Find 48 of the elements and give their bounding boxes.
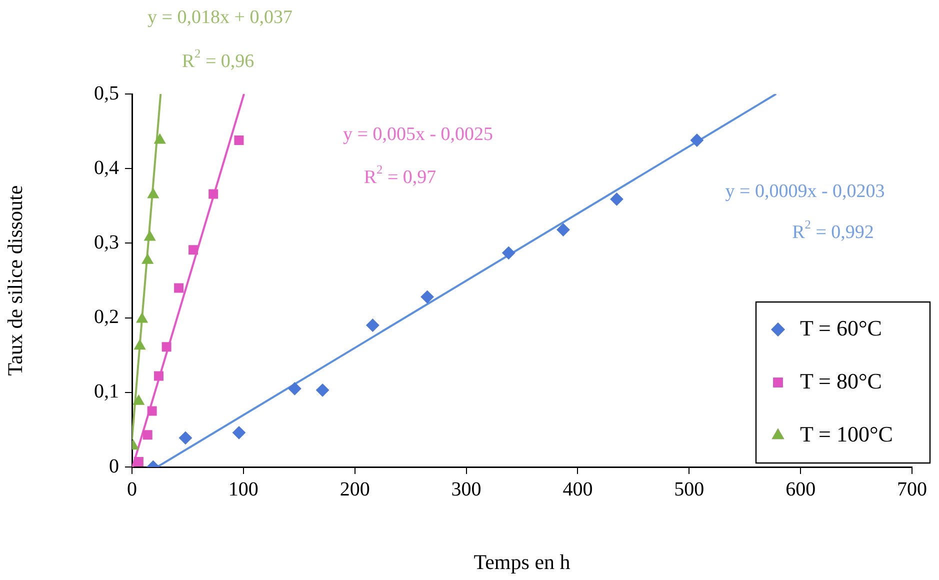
point (556, 223, 570, 236)
x-tick-label: 700 (897, 478, 927, 500)
point (690, 134, 704, 147)
y-tick-label: 0,1 (94, 380, 119, 403)
point (154, 371, 164, 381)
y-tick-label: 0,3 (94, 231, 119, 254)
point (502, 246, 516, 260)
point (134, 340, 146, 350)
annotation: y = 0,0009x - 0,0203 (725, 180, 885, 202)
annotation: y = 0,005x - 0,0025 (342, 124, 494, 145)
point (288, 382, 302, 396)
text: y = 0,018x + 0,037 (148, 6, 292, 28)
point (178, 431, 192, 444)
point (366, 318, 380, 332)
point (234, 136, 244, 145)
x-tick-label: 0 (127, 478, 137, 500)
point (174, 283, 184, 293)
point (142, 430, 152, 440)
point (162, 342, 172, 352)
x-tick-label: 100 (228, 478, 258, 500)
y-tick-label: 0 (109, 455, 119, 478)
point (134, 457, 144, 467)
point (147, 406, 157, 416)
y-tick-label: 0,5 (94, 82, 119, 104)
legend-label: T = 80°C (800, 368, 882, 394)
point (316, 384, 330, 397)
y-tick-label: 0,2 (94, 306, 119, 328)
point (208, 189, 218, 199)
y-axis-title: Taux de silice dissoute (3, 185, 28, 376)
point (136, 312, 148, 323)
point (420, 290, 434, 304)
x-tick-label: 400 (562, 478, 593, 500)
legend-label: T = 60°C (800, 315, 882, 340)
point (142, 254, 154, 264)
point (147, 188, 159, 198)
x-tick-label: 500 (674, 478, 704, 500)
x-tick-label: 300 (451, 478, 482, 500)
point (188, 245, 198, 255)
x-axis-title: Temps en h (474, 550, 571, 574)
x-tick-label: 600 (786, 478, 816, 500)
point (610, 192, 624, 206)
point (232, 426, 246, 440)
y-tick-label: 0,4 (94, 156, 119, 179)
point (132, 394, 144, 405)
point (154, 134, 166, 144)
point (144, 230, 156, 241)
legend-label: T = 100°C (800, 421, 893, 446)
x-tick-label: 200 (340, 478, 370, 500)
